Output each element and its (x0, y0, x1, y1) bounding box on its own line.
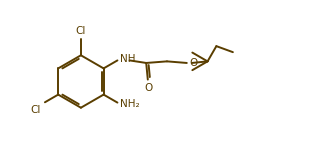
Text: Cl: Cl (76, 26, 86, 36)
Text: O: O (189, 58, 197, 68)
Text: O: O (144, 83, 153, 93)
Text: Cl: Cl (31, 105, 41, 115)
Text: NH₂: NH₂ (120, 99, 140, 109)
Text: NH: NH (120, 54, 135, 64)
